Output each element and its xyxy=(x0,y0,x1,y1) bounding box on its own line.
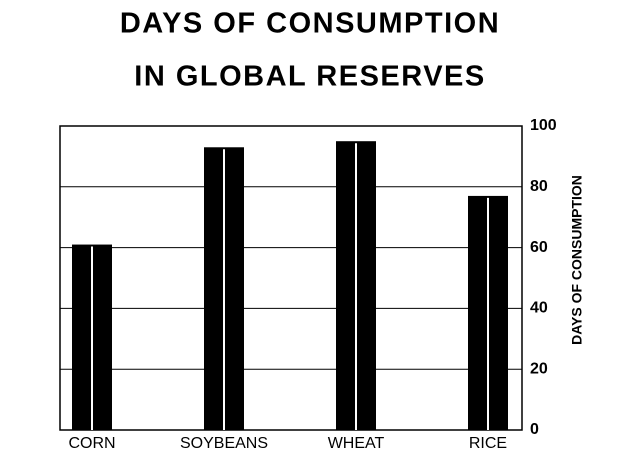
chart-title: DAYS OF CONSUMPTION xyxy=(120,8,500,40)
x-tick-label: SOYBEANS xyxy=(180,435,268,452)
y-tick-label: 60 xyxy=(530,239,548,256)
x-tick-label: RICE xyxy=(469,435,507,452)
y-tick-label: 80 xyxy=(530,178,548,195)
chart-subtitle: IN GLOBAL RESERVES xyxy=(134,61,485,93)
plot-frame xyxy=(59,125,523,431)
y-tick-label: 20 xyxy=(530,360,548,377)
x-tick-label: WHEAT xyxy=(328,435,385,452)
y-tick-label: 40 xyxy=(530,300,548,317)
y-tick-label: 100 xyxy=(530,117,557,134)
x-tick-label: CORN xyxy=(68,435,115,452)
y-tick-label: 0 xyxy=(530,421,539,438)
y-axis-label: DAYS OF CONSUMPTION xyxy=(569,175,585,345)
